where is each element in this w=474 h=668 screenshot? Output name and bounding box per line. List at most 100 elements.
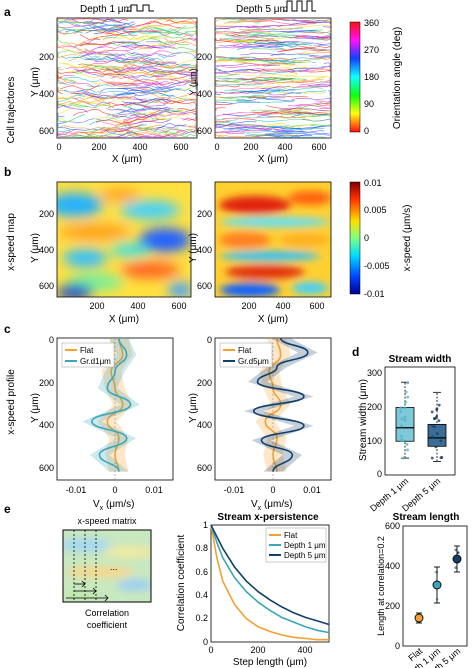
trajectory-line xyxy=(165,63,197,75)
trajectory-line xyxy=(306,65,331,70)
panel-c-right-xtick-0.01: 0.01 xyxy=(303,485,321,495)
trajectory-line xyxy=(184,29,197,36)
trajectory-line xyxy=(84,53,122,56)
panel-c-right-xtick-0: 0 xyxy=(270,485,275,495)
box-dot xyxy=(401,439,405,442)
trajectory-line xyxy=(289,22,331,25)
panel-a-ylabel: Y (μm) xyxy=(30,67,41,97)
panel-c-ytick-600: 600 xyxy=(39,463,54,473)
trajectory-line xyxy=(268,91,302,96)
trajectory-line xyxy=(93,26,130,34)
box-dot xyxy=(406,395,410,399)
legend-c-right-gr: Gr.d5μm xyxy=(238,357,269,366)
trajectory-line xyxy=(57,28,83,34)
box-dot xyxy=(431,435,434,439)
box-0 xyxy=(395,407,415,442)
xspeed-map-depth1 xyxy=(57,182,191,297)
panel-c-ytick-0: 0 xyxy=(49,335,54,345)
persist-ytick-1: 1 xyxy=(203,520,208,530)
trajectory-line xyxy=(57,97,103,106)
trajectory-line xyxy=(225,95,273,99)
trajectory-line xyxy=(260,60,302,64)
trajectory-line xyxy=(273,130,331,135)
cbar-a-tick-180: 180 xyxy=(364,72,379,82)
arrow-head-3-icon xyxy=(104,594,109,602)
panel-letter-d: d xyxy=(352,345,359,359)
trajectory-line xyxy=(63,89,102,96)
trajectory-line xyxy=(115,73,159,83)
panel-d-ytick-200: 200 xyxy=(367,402,382,412)
trajectory-line xyxy=(215,99,252,102)
trajectory-line xyxy=(258,124,312,128)
trajectory-line xyxy=(279,47,326,52)
axes-b-right xyxy=(214,181,332,298)
trajectory-line xyxy=(163,131,197,138)
trajectory-line xyxy=(239,27,303,31)
persist-ylabel: Correlation coefficient xyxy=(176,535,187,632)
trajectory-line xyxy=(215,47,220,50)
series-line-0 xyxy=(106,337,124,472)
trajectory-line xyxy=(123,109,161,123)
panel-a-right-xlabel: X (μm) xyxy=(258,154,288,165)
trajectory-line xyxy=(224,78,291,83)
length-dot xyxy=(454,548,458,552)
panel-a-right-xtick-600: 600 xyxy=(311,142,326,152)
cbar-a-tick-0: 0 xyxy=(364,126,369,136)
legend-c-right-flat: Flat xyxy=(238,346,252,355)
trajectory-line xyxy=(163,23,197,34)
panel-d-ytick-100: 100 xyxy=(367,436,382,446)
trajectory-line xyxy=(57,74,63,81)
trajectory-line xyxy=(135,98,173,104)
panel-b-right-ytick-400: 400 xyxy=(197,245,212,255)
persist-ytick-0.6: 0.6 xyxy=(195,567,208,577)
trajectory-line xyxy=(122,31,163,33)
cbar-a-tick-90: 90 xyxy=(364,99,374,109)
axes-e-length xyxy=(402,525,468,647)
box-dot xyxy=(403,406,407,410)
cbar-b-tick-m0.005: -0.005 xyxy=(364,261,390,271)
trajectory-line xyxy=(295,45,331,49)
panel-b-xtick-200: 200 xyxy=(89,301,104,311)
cbar-a-tick-270: 270 xyxy=(364,45,379,55)
trajectory-line xyxy=(272,18,319,22)
trajectory-line xyxy=(102,30,150,40)
panel-c-xtick-0: 0 xyxy=(112,485,117,495)
trajectory-line xyxy=(230,87,285,91)
trajectory-line xyxy=(131,109,182,117)
trajectory-line xyxy=(319,80,331,84)
legend-c-left-flat: Flat xyxy=(80,346,94,355)
length-points xyxy=(414,545,462,624)
trajectory-line xyxy=(86,55,156,62)
box-dot xyxy=(437,419,441,423)
panel-a-ytick-400: 400 xyxy=(39,89,54,99)
panel-letter-b: b xyxy=(4,165,11,179)
panel-a-ytick-200: 200 xyxy=(39,52,54,62)
box-dot xyxy=(399,410,403,413)
trajectory-line xyxy=(125,128,179,134)
row-label-b: x-speed map xyxy=(6,213,17,271)
panel-b-right-xtick-400: 400 xyxy=(275,301,290,311)
trajectory-line xyxy=(233,45,285,50)
trajectory-line xyxy=(130,51,165,62)
trajectory-line xyxy=(263,63,299,66)
trajectory-line xyxy=(218,58,288,62)
trajectory-line xyxy=(215,133,225,137)
legend-persist-d1: Depth 1 μm xyxy=(284,541,326,550)
trajectory-line xyxy=(116,57,170,66)
trajectory-line xyxy=(291,97,331,101)
panel-letter-a: a xyxy=(4,5,11,19)
trajectory-line xyxy=(253,41,299,45)
trajectory-line xyxy=(176,129,197,133)
trajectory-line xyxy=(57,118,101,128)
trajectory-line xyxy=(254,39,286,43)
trajectory-line xyxy=(82,70,151,84)
trajectory-line xyxy=(251,109,310,112)
legend-c-right xyxy=(219,342,273,368)
length-dot xyxy=(456,551,460,555)
arrow-head-1-icon xyxy=(81,580,86,588)
trajectory-line xyxy=(215,92,222,96)
trajectory-line xyxy=(248,123,286,126)
persist-ytick-0.4: 0.4 xyxy=(195,590,208,600)
trajectory-line xyxy=(117,86,175,90)
trajectory-line xyxy=(120,118,172,126)
